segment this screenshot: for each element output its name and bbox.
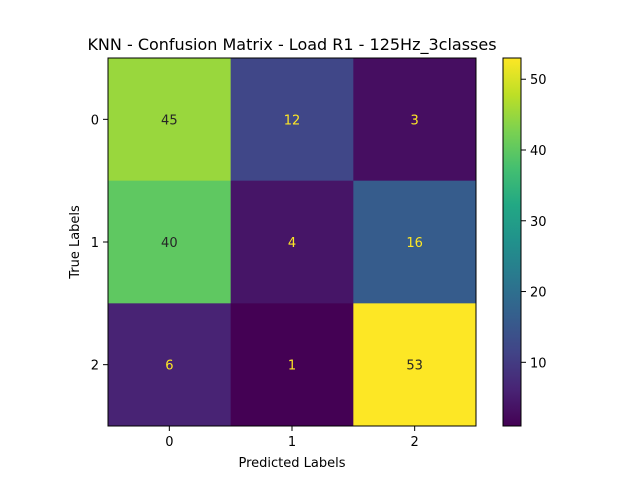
- cell-value-label: 16: [406, 236, 423, 251]
- cell-value-label: 4: [288, 236, 296, 251]
- colorbar-tick-label: 50: [530, 73, 547, 88]
- cell-value-label: 45: [161, 113, 178, 128]
- colorbar-tick-label: 10: [530, 356, 547, 371]
- cell-value-label: 3: [411, 113, 419, 128]
- chart-title: KNN - Confusion Matrix - Load R1 - 125Hz…: [87, 35, 496, 55]
- colorbar-tick-label: 30: [530, 215, 547, 230]
- y-axis-label: True Labels: [68, 205, 83, 280]
- y-tick-label: 0: [91, 113, 99, 128]
- y-axis-ticks: 0 1 2: [91, 113, 108, 374]
- heatmap-cell: [230, 180, 354, 304]
- heatmap-cell: [108, 303, 232, 427]
- colorbar-tick-label: 20: [530, 286, 547, 301]
- heatmap-cell: [353, 303, 477, 427]
- cell-value-label: 53: [406, 359, 423, 374]
- y-tick-label: 1: [91, 236, 99, 251]
- y-tick-label: 2: [91, 359, 99, 374]
- heatmap-cell: [353, 180, 477, 304]
- heatmap-cell: [230, 303, 354, 427]
- x-axis-ticks: 0 1 2: [165, 426, 419, 450]
- heatmap-cell: [230, 58, 354, 182]
- cell-value-label: 1: [288, 359, 296, 374]
- x-tick-label: 1: [288, 435, 296, 450]
- heatmap-cell: [108, 58, 232, 182]
- cell-value-label: 40: [161, 236, 178, 251]
- colorbar-ticks: 10 20 30 40 50: [521, 73, 547, 371]
- cell-value-label: 6: [165, 359, 173, 374]
- x-axis-label: Predicted Labels: [238, 456, 345, 471]
- heatmap-cell: [353, 58, 477, 182]
- heatmap-cell: [108, 180, 232, 304]
- x-tick-label: 2: [411, 435, 419, 450]
- colorbar: [502, 57, 522, 427]
- colorbar-tick-label: 40: [530, 144, 547, 159]
- cell-value-label: 12: [284, 113, 301, 128]
- heatmap-cells: 45 12 3 40 4 16 6 1 53: [108, 58, 477, 427]
- x-tick-label: 0: [165, 435, 173, 450]
